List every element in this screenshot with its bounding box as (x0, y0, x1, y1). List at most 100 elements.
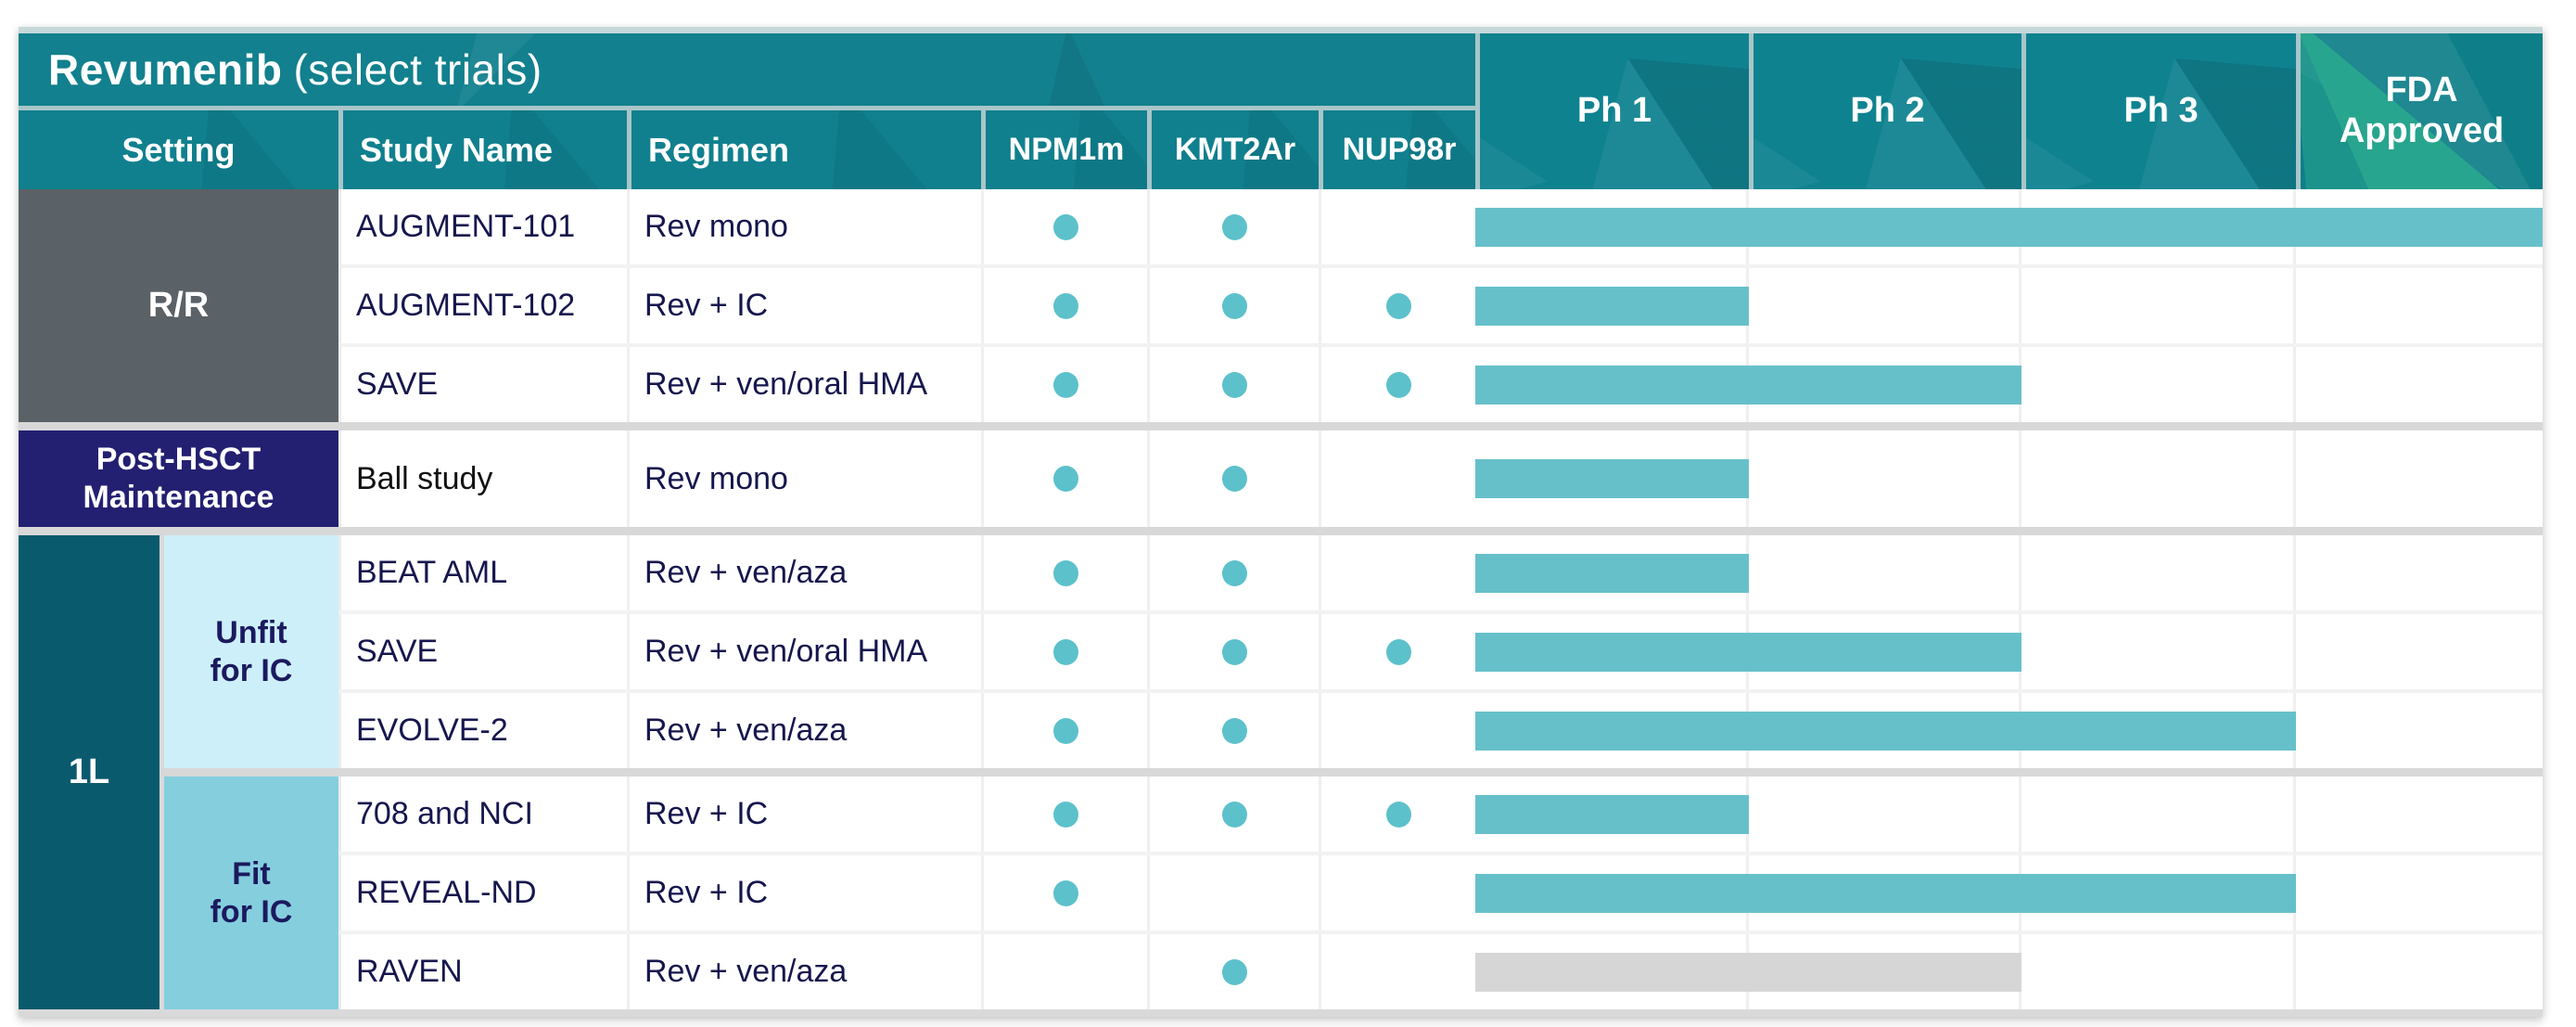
phase-progress-bar (1475, 553, 1749, 593)
row-separator (338, 689, 2543, 693)
npm1m-dot (1052, 466, 1078, 492)
row-separator (338, 264, 2543, 268)
npm1m-dot (1052, 879, 1078, 906)
kmt2ar-cell (1147, 934, 1319, 1009)
nup98r-cell (1319, 430, 1475, 527)
npm1m-dot (1052, 717, 1078, 744)
phase-track (1475, 347, 2543, 422)
npm1m-cell (981, 430, 1147, 527)
phase-progress-bar (1475, 286, 1749, 326)
setting-subgroup-unfit-for-ic: Unfit for IC (159, 535, 338, 768)
regimen-cell: Rev mono (627, 430, 981, 527)
regimen-cell: Rev mono (627, 189, 981, 264)
npm1m-cell (981, 535, 1147, 610)
nup98r-cell (1319, 268, 1475, 343)
kmt2ar-dot (1221, 466, 1247, 492)
setting-group-rr-label: R/R (147, 285, 210, 325)
setting-group-1l-label: 1L (68, 751, 110, 791)
study-name-cell: REVEAL-ND (338, 855, 627, 931)
drug-name: Revumenib (48, 45, 283, 94)
regimen-cell: Rev + ven/oral HMA (627, 614, 981, 689)
kmt2ar-cell (1147, 268, 1319, 343)
regimen-cell: Rev + ven/aza (627, 693, 981, 768)
row-separator (338, 610, 2543, 614)
phase-progress-bar (1475, 873, 2296, 913)
table-bottom-edge (19, 1009, 2543, 1017)
title-qualifier: (select trials) (293, 45, 542, 94)
column-header-ph1: Ph 1 (1475, 33, 1749, 189)
kmt2ar-dot (1221, 292, 1247, 319)
regimen-cell: Rev + ven/aza (627, 535, 981, 610)
kmt2ar-cell (1147, 614, 1319, 689)
kmt2ar-dot (1221, 559, 1247, 586)
setting-group-post-hsct-line1: Post-HSCT (96, 442, 261, 478)
phase-progress-bar (1475, 365, 2021, 404)
kmt2ar-cell (1147, 693, 1319, 768)
phase-track (1475, 777, 2543, 852)
npm1m-cell (981, 693, 1147, 768)
regimen-cell: Rev + ven/aza (627, 934, 981, 1009)
study-name-cell: AUGMENT-101 (338, 189, 627, 264)
phase-progress-bar (1475, 207, 2543, 247)
group-separator (19, 422, 2543, 430)
column-header-ph3: Ph 3 (2021, 33, 2296, 189)
phase-progress-bar (1475, 711, 2296, 751)
phase-track (1475, 268, 2543, 343)
column-header-setting: Setting (19, 110, 338, 189)
study-name-cell: Ball study (338, 430, 627, 527)
study-name-cell: RAVEN (338, 934, 627, 1009)
kmt2ar-cell (1147, 347, 1319, 422)
nup98r-cell (1319, 777, 1475, 852)
table-title: Revumenib (select trials) (19, 33, 1475, 110)
column-header-kmt2ar: KMT2Ar (1147, 110, 1319, 189)
nup98r-dot (1385, 801, 1411, 828)
npm1m-cell (981, 777, 1147, 852)
study-name-cell: BEAT AML (338, 535, 627, 610)
unfit-line2: for IC (210, 652, 293, 688)
nup98r-dot (1385, 292, 1411, 319)
npm1m-dot (1052, 213, 1078, 240)
npm1m-cell (981, 347, 1147, 422)
slide-table: Revumenib (select trials) Setting Study … (19, 27, 2543, 1017)
column-header-nup98r: NUP98r (1319, 110, 1475, 189)
phase-track (1475, 855, 2543, 931)
regimen-cell: Rev + IC (627, 268, 981, 343)
row-separator (338, 931, 2543, 934)
kmt2ar-dot (1221, 213, 1247, 240)
setting-group-post-hsct: Post-HSCT Maintenance (19, 430, 338, 527)
npm1m-dot (1052, 371, 1078, 398)
phase-progress-bar (1475, 794, 1749, 834)
nup98r-dot (1385, 371, 1411, 398)
kmt2ar-dot (1221, 638, 1247, 665)
table-grid: Revumenib (select trials) Setting Study … (19, 33, 2543, 1009)
phase-track (1475, 430, 2543, 527)
column-header-ph2: Ph 2 (1749, 33, 2021, 189)
nup98r-cell (1319, 535, 1475, 610)
phase-track (1475, 693, 2543, 768)
nup98r-cell (1319, 855, 1475, 931)
unfit-line1: Unfit (215, 614, 287, 650)
nup98r-dot (1385, 638, 1411, 665)
npm1m-dot (1052, 292, 1078, 319)
setting-group-post-hsct-line2: Maintenance (83, 480, 274, 515)
kmt2ar-dot (1221, 371, 1247, 398)
kmt2ar-dot (1221, 801, 1247, 828)
kmt2ar-cell (1147, 535, 1319, 610)
row-separator (338, 852, 2543, 855)
phase-track (1475, 934, 2543, 1009)
npm1m-dot (1052, 801, 1078, 828)
nup98r-cell (1319, 934, 1475, 1009)
regimen-cell: Rev + ven/oral HMA (627, 347, 981, 422)
npm1m-cell (981, 934, 1147, 1009)
kmt2ar-cell (1147, 189, 1319, 264)
group-separator (159, 768, 2543, 777)
study-name-cell: AUGMENT-102 (338, 268, 627, 343)
nup98r-cell (1319, 614, 1475, 689)
kmt2ar-dot (1221, 958, 1247, 985)
npm1m-cell (981, 189, 1147, 264)
kmt2ar-cell (1147, 777, 1319, 852)
nup98r-cell (1319, 693, 1475, 768)
fit-line2: for IC (210, 893, 293, 930)
regimen-cell: Rev + IC (627, 777, 981, 852)
phase-progress-bar (1475, 459, 1749, 498)
